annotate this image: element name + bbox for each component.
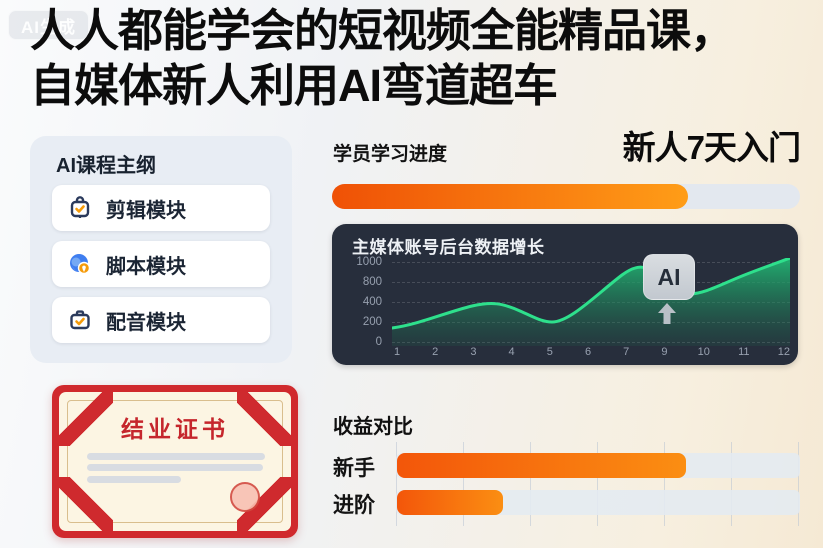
certificate-inner: 结业证书 xyxy=(59,392,291,531)
x-tick: 7 xyxy=(623,346,630,358)
page-title-line1: 人人都能学会的短视频全能精品课， xyxy=(30,5,735,56)
bar-label-novice: 新手 xyxy=(333,457,375,480)
y-tick: 0 xyxy=(375,336,382,348)
x-tick: 10 xyxy=(697,346,710,358)
growth-area-chart xyxy=(392,258,790,346)
y-tick: 400 xyxy=(362,296,382,308)
y-tick: 200 xyxy=(362,316,382,328)
ai-annotation-badge: AI xyxy=(643,254,695,300)
x-tick: 4 xyxy=(508,346,515,358)
ai-generated-watermark: AI生成 xyxy=(8,10,89,40)
certificate-gold-border xyxy=(67,400,283,523)
clipboard-check-icon xyxy=(67,195,93,221)
graduation-certificate: 结业证书 xyxy=(52,385,298,538)
seven-day-highlight: 新人7天入门 xyxy=(622,129,801,166)
certificate-text-placeholder xyxy=(87,476,181,483)
advanced-income-bar xyxy=(396,490,800,515)
income-comparison-title: 收益对比 xyxy=(333,416,413,438)
sidebar-item-voiceover-module[interactable]: 配音模块 xyxy=(52,297,270,343)
certificate-text-placeholder xyxy=(87,464,263,471)
analytics-chart-card: 主媒体账号后台数据增长 1000 800 400 200 0 AI xyxy=(332,224,798,365)
chart-title: 主媒体账号后台数据增长 xyxy=(352,238,545,257)
novice-income-bar xyxy=(396,453,800,478)
briefcase-check-icon xyxy=(67,307,93,333)
certificate-corner-band xyxy=(59,477,113,531)
chart-plot-area xyxy=(392,258,790,346)
sidebar-item-script-module[interactable]: 脚本模块 xyxy=(52,241,270,287)
x-tick: 11 xyxy=(738,346,750,358)
globe-pin-icon xyxy=(67,251,93,277)
x-tick: 5 xyxy=(546,346,553,358)
advanced-income-fill xyxy=(397,490,503,515)
sidebar-item-label: 剪辑模块 xyxy=(106,199,186,222)
sidebar-item-editing-module[interactable]: 剪辑模块 xyxy=(52,185,270,231)
x-tick: 12 xyxy=(777,346,790,358)
x-tick: 1 xyxy=(393,346,401,358)
certificate-corner-band xyxy=(59,392,113,446)
learning-progress-fill xyxy=(332,184,688,209)
x-tick: 2 xyxy=(432,346,439,358)
gridline xyxy=(392,262,790,263)
certificate-corner-band xyxy=(237,392,291,446)
certificate-title: 结业证书 xyxy=(121,416,229,442)
y-tick: 800 xyxy=(362,276,382,288)
sidebar-item-label: 脚本模块 xyxy=(106,255,186,278)
bar-label-advanced: 进阶 xyxy=(333,494,375,517)
up-arrow-icon xyxy=(654,302,680,331)
page-title-line2: 自媒体新人利用AI弯道超车 xyxy=(30,59,558,111)
certificate-seal xyxy=(230,482,260,512)
x-tick: 3 xyxy=(470,346,477,358)
chart-y-axis: 1000 800 400 200 0 xyxy=(338,252,382,352)
chart-x-axis: 1 2 3 4 5 6 7 9 10 11 12 xyxy=(392,346,790,358)
gridline xyxy=(392,282,790,283)
progress-section-label: 学员学习进度 xyxy=(333,144,448,165)
course-outline-title: AI课程主纲 xyxy=(56,155,156,177)
learning-progress-bar xyxy=(332,184,800,209)
x-tick: 9 xyxy=(661,346,668,358)
page-title: 人人都能学会的短视频全能精品课， 自媒体新人利用AI弯道超车 xyxy=(30,4,822,114)
novice-income-fill xyxy=(397,453,686,478)
course-outline-panel: AI课程主纲 剪辑模块 脚本模块 xyxy=(30,136,292,363)
y-tick: 1000 xyxy=(356,256,382,268)
sidebar-item-label: 配音模块 xyxy=(106,311,186,334)
x-tick: 6 xyxy=(584,346,592,358)
certificate-text-placeholder xyxy=(87,453,265,460)
